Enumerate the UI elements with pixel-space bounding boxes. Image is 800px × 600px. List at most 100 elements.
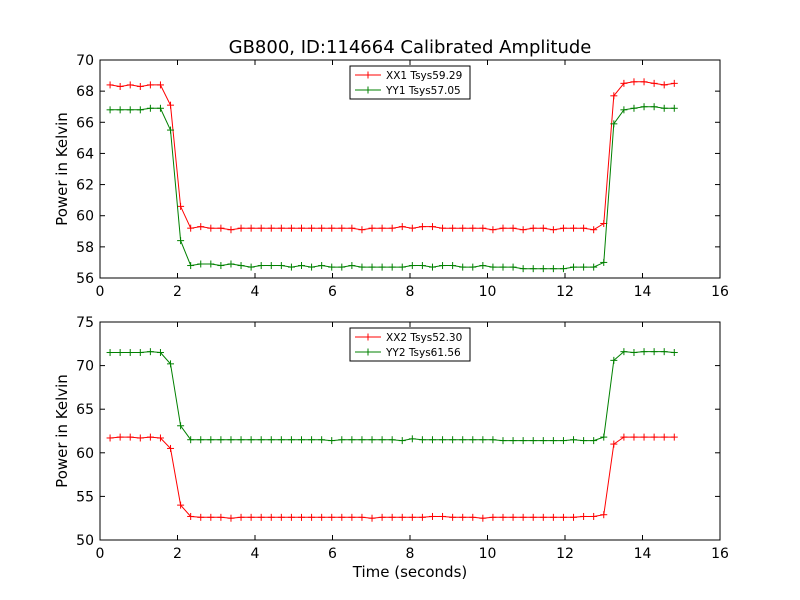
- data-point: [106, 106, 114, 114]
- data-point: [106, 434, 114, 442]
- data-point: [318, 224, 326, 232]
- data-point: [156, 349, 164, 357]
- data-point: [489, 263, 497, 271]
- data-point: [318, 436, 326, 444]
- data-point: [378, 436, 386, 444]
- data-point: [650, 433, 658, 441]
- data-point: [660, 348, 668, 356]
- data-point: [519, 513, 527, 521]
- data-point: [650, 103, 658, 111]
- data-point: [358, 263, 366, 271]
- legend-label: YY1 Tsys57.05: [385, 85, 461, 97]
- legend-frame: [349, 327, 471, 362]
- data-point: [257, 262, 265, 270]
- data-point: [398, 223, 406, 231]
- data-point: [237, 224, 245, 232]
- data-point: [408, 224, 416, 232]
- data-point: [116, 106, 124, 114]
- data-point: [529, 224, 537, 232]
- data-point: [156, 104, 164, 112]
- data-point: [116, 82, 124, 90]
- data-point: [187, 512, 195, 520]
- data-point: [449, 436, 457, 444]
- data-point: [620, 79, 628, 87]
- data-point: [439, 512, 447, 520]
- legend: XX2 Tsys52.30 YY2 Tsys61.56: [349, 327, 471, 362]
- data-point: [177, 202, 185, 210]
- y-tick-label: 65: [76, 402, 94, 418]
- data-point: [388, 436, 396, 444]
- data-point: [318, 262, 326, 270]
- data-point: [237, 262, 245, 270]
- data-point: [499, 513, 507, 521]
- data-point: [187, 436, 195, 444]
- data-point: [388, 263, 396, 271]
- data-point: [287, 436, 295, 444]
- data-point: [418, 262, 426, 270]
- y-axis-label: Power in Kelvin: [53, 112, 71, 226]
- data-point: [580, 512, 588, 520]
- chart-title: GB800, ID:114664 Calibrated Amplitude: [229, 37, 592, 58]
- data-point: [610, 92, 618, 100]
- data-point: [428, 263, 436, 271]
- data-point: [257, 513, 265, 521]
- data-point: [388, 224, 396, 232]
- y-tick-label: 62: [76, 178, 94, 194]
- data-point: [539, 224, 547, 232]
- data-point: [156, 81, 164, 89]
- series-line-xx1: [110, 81, 675, 231]
- data-point: [267, 513, 275, 521]
- data-point: [207, 436, 215, 444]
- data-point: [277, 224, 285, 232]
- data-point: [549, 513, 557, 521]
- data-point: [398, 263, 406, 271]
- data-point: [509, 224, 517, 232]
- data-point: [217, 513, 225, 521]
- data-point: [559, 513, 567, 521]
- data-point: [398, 513, 406, 521]
- data-point: [428, 223, 436, 231]
- data-point: [600, 433, 608, 441]
- data-point: [620, 106, 628, 114]
- data-point: [489, 436, 497, 444]
- data-point: [126, 106, 134, 114]
- data-point: [509, 513, 517, 521]
- x-tick-label: 0: [96, 546, 105, 562]
- data-point: [660, 81, 668, 89]
- data-point: [328, 437, 336, 445]
- x-axis-label: Time (seconds): [352, 563, 468, 581]
- data-point: [469, 513, 477, 521]
- data-point: [640, 78, 648, 86]
- data-point: [247, 224, 255, 232]
- data-point: [479, 262, 487, 270]
- data-point: [590, 263, 598, 271]
- data-point: [418, 513, 426, 521]
- data-point: [479, 224, 487, 232]
- data-point: [348, 224, 356, 232]
- x-tick-label: 4: [251, 546, 260, 562]
- data-point: [459, 224, 467, 232]
- data-point: [126, 433, 134, 441]
- legend-item: YY2 Tsys61.56: [355, 347, 461, 359]
- data-point: [570, 513, 578, 521]
- data-point: [338, 263, 346, 271]
- data-point: [590, 437, 598, 445]
- data-point: [348, 262, 356, 270]
- data-point: [499, 437, 507, 445]
- data-point: [620, 433, 628, 441]
- data-point: [217, 436, 225, 444]
- data-point: [318, 513, 326, 521]
- x-tick-label: 14: [634, 546, 652, 562]
- data-point: [136, 349, 144, 357]
- data-point: [308, 513, 316, 521]
- data-point: [368, 514, 376, 522]
- data-point: [549, 226, 557, 234]
- data-point: [439, 436, 447, 444]
- data-point: [459, 436, 467, 444]
- data-point: [610, 440, 618, 448]
- data-point: [398, 437, 406, 445]
- data-point: [187, 262, 195, 270]
- data-point: [660, 433, 668, 441]
- data-point: [217, 262, 225, 270]
